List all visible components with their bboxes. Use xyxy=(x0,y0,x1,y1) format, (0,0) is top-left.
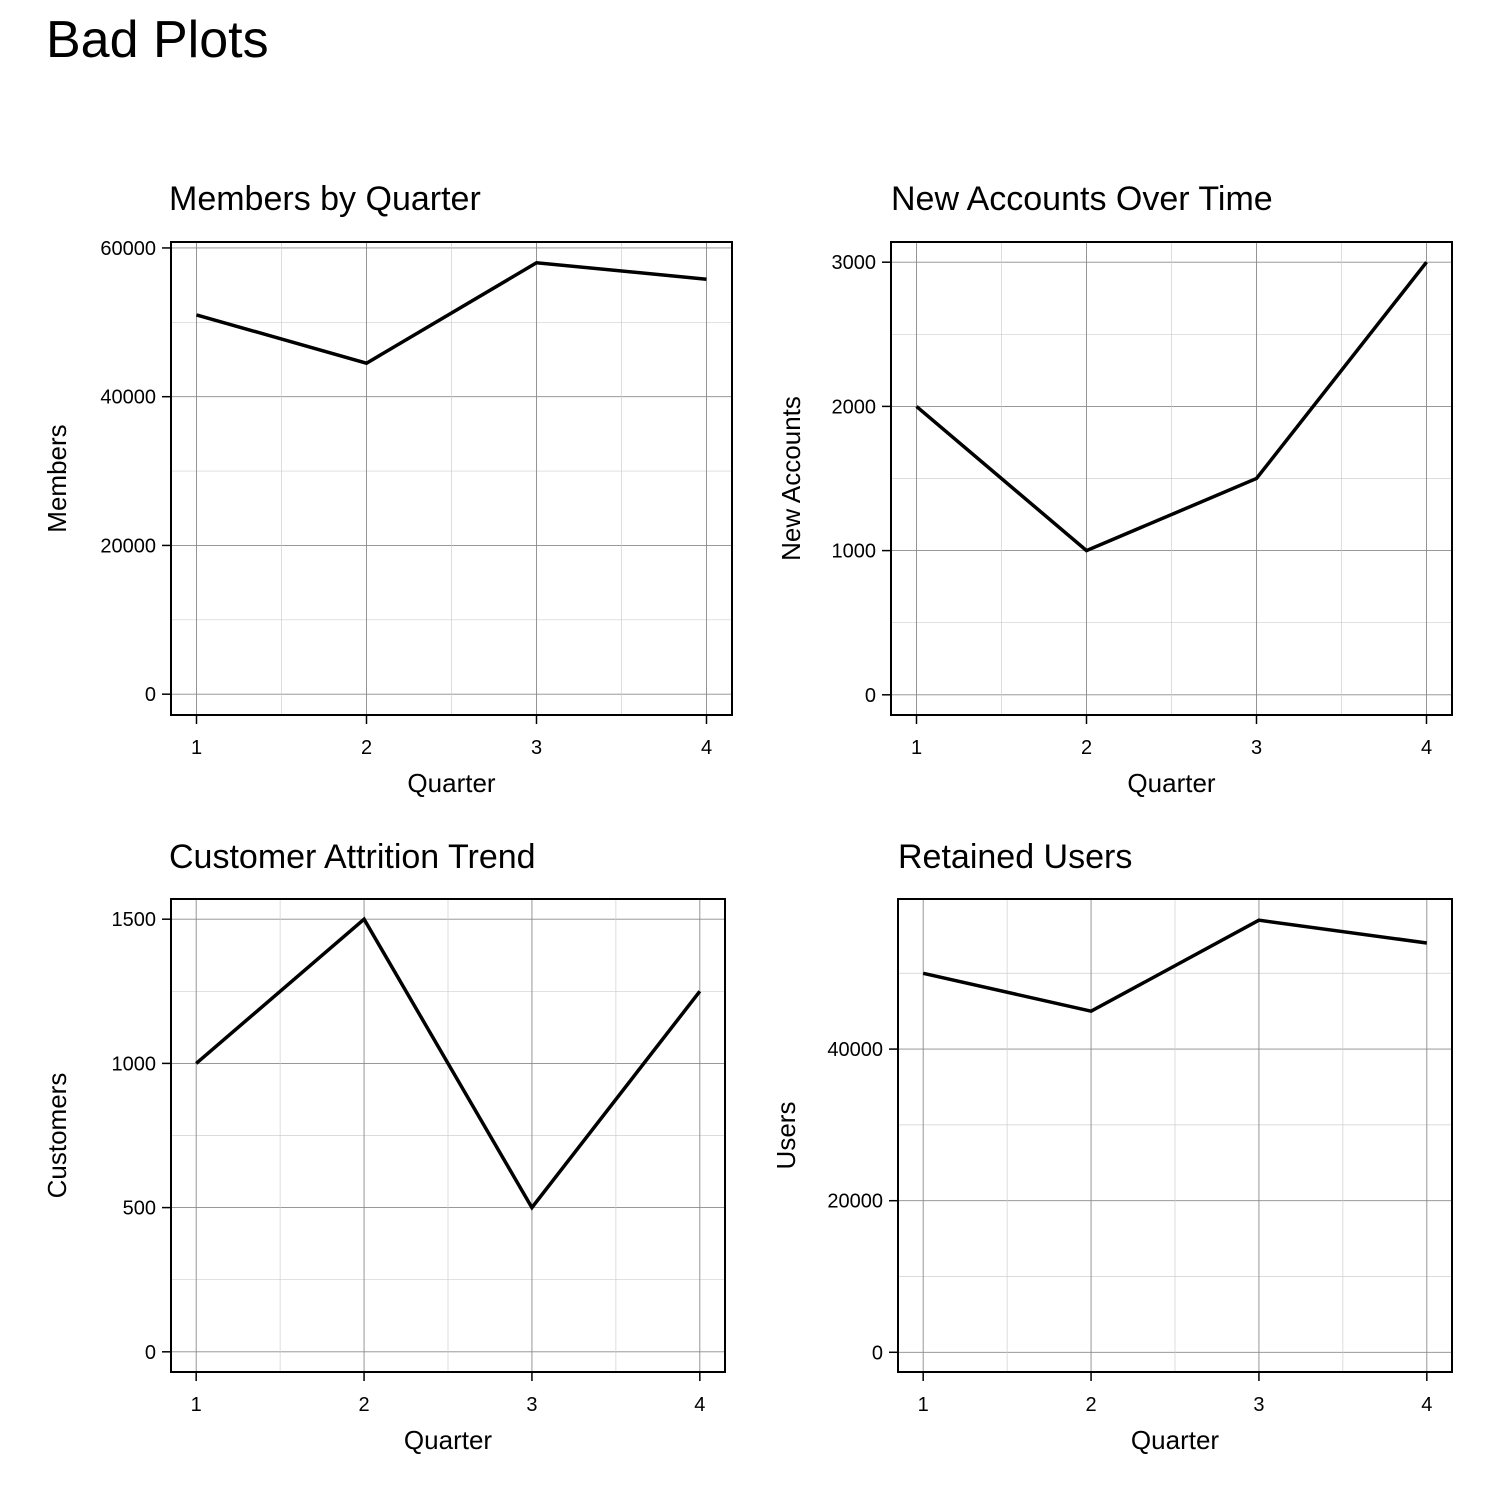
y-tick-label: 1000 xyxy=(112,1053,157,1075)
y-tick-label: 20000 xyxy=(100,535,156,557)
x-tick-label: 2 xyxy=(361,737,372,759)
y-axis-label: Members xyxy=(42,424,72,532)
panel-retained-users: 0 20000 40000 1 2 3 4 Retained Users Quarter User… xyxy=(771,838,1453,1455)
x-tick-label: 4 xyxy=(701,737,712,759)
plot-frame xyxy=(897,898,1453,1373)
x-axis-label: Quarter xyxy=(1127,768,1215,798)
x-axis-label: Quarter xyxy=(1131,1425,1219,1455)
x-tick-label: 2 xyxy=(1081,737,1092,759)
plot-frame xyxy=(170,241,733,716)
y-tick-label: 2000 xyxy=(832,396,877,418)
panel-title: Members by Quarter xyxy=(169,180,481,218)
series-line xyxy=(196,261,707,366)
x-tick-label: 3 xyxy=(1253,1394,1264,1416)
x-tick-label: 1 xyxy=(918,1394,929,1416)
x-tick-label: 4 xyxy=(1421,737,1432,759)
y-tick-label: 3000 xyxy=(832,252,877,274)
y-tick-label: 20000 xyxy=(827,1191,883,1213)
x-tick-label: 4 xyxy=(694,1394,705,1416)
y-tick-label: 0 xyxy=(145,684,156,706)
y-tick-label: 1000 xyxy=(832,541,877,563)
panel-title: New Accounts Over Time xyxy=(891,180,1273,218)
x-tick-label: 1 xyxy=(911,737,922,759)
panel-new-accounts-over-time: 0 1000 2000 3000 1 2 3 4 New Accounts Over Time Q… xyxy=(776,180,1453,798)
x-axis-label: Quarter xyxy=(404,1425,492,1455)
y-tick-label: 500 xyxy=(123,1198,156,1220)
y-tick-label: 40000 xyxy=(827,1039,883,1061)
series-line xyxy=(922,918,1428,1014)
x-tick-label: 2 xyxy=(1085,1394,1096,1416)
x-tick-label: 3 xyxy=(1251,737,1262,759)
panel-title: Customer Attrition Trend xyxy=(169,838,536,876)
x-tick-label: 1 xyxy=(191,737,202,759)
x-tick-label: 3 xyxy=(531,737,542,759)
y-axis-label: Customers xyxy=(42,1073,72,1199)
x-tick-label: 2 xyxy=(358,1394,369,1416)
y-axis-label: New Accounts xyxy=(776,396,806,561)
series-line xyxy=(195,916,702,1211)
plot-frame xyxy=(890,241,1453,716)
y-tick-label: 60000 xyxy=(100,238,156,260)
x-axis-label: Quarter xyxy=(407,768,495,798)
series-line xyxy=(915,261,1428,553)
y-tick-label: 0 xyxy=(145,1342,156,1364)
x-tick-label: 3 xyxy=(526,1394,537,1416)
y-tick-label: 0 xyxy=(872,1342,883,1364)
panel-title: Retained Users xyxy=(898,838,1132,876)
panel-members-by-quarter: 0 20000 40000 60000 1 2 3 4 Members by Quarter Qu… xyxy=(42,180,733,798)
x-tick-label: 4 xyxy=(1421,1394,1432,1416)
x-tick-label: 1 xyxy=(191,1394,202,1416)
y-tick-label: 0 xyxy=(865,685,876,707)
panel-customer-attrition-trend: 0 500 1000 1500 1 2 3 4 Customer Attrition Trend… xyxy=(42,838,726,1455)
y-tick-label: 1500 xyxy=(112,909,157,931)
plot-frame xyxy=(170,898,726,1373)
y-tick-label: 40000 xyxy=(100,387,156,409)
y-axis-label: Users xyxy=(771,1102,801,1170)
page-title: Bad Plots xyxy=(46,11,269,69)
